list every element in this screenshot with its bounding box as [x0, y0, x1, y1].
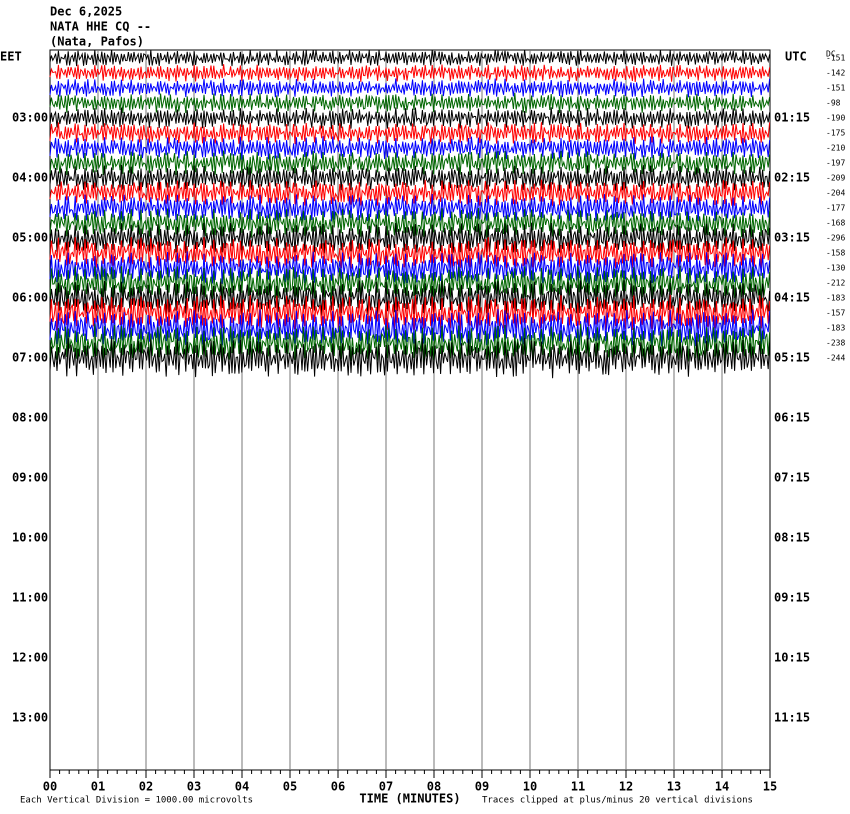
- trace: [49, 294, 771, 332]
- dc-value: -197: [826, 159, 845, 168]
- x-tick-label: 02: [139, 780, 153, 794]
- dc-value: -151: [826, 84, 845, 93]
- dc-value: -212: [826, 279, 845, 288]
- header-line: Dec 6,2025: [50, 5, 122, 19]
- left-time: 03:00: [12, 111, 48, 125]
- x-tick-label: 12: [619, 780, 633, 794]
- dc-value: -168: [826, 219, 845, 228]
- dc-value: -183: [826, 324, 845, 333]
- x-tick-label: 11: [571, 780, 585, 794]
- right-time: 04:15: [774, 291, 810, 305]
- left-time: 12:00: [12, 651, 48, 665]
- header-line: NATA HHE CQ --: [50, 20, 151, 34]
- trace: [49, 64, 771, 82]
- left-time: 09:00: [12, 471, 48, 485]
- x-tick-label: 04: [235, 780, 249, 794]
- dc-value: -157: [826, 309, 845, 318]
- header-line: (Nata, Pafos): [50, 35, 144, 49]
- dc-value: -296: [826, 234, 845, 243]
- left-time: 13:00: [12, 711, 48, 725]
- right-time: 05:15: [774, 351, 810, 365]
- dc-value: -183: [826, 294, 845, 303]
- right-time: 10:15: [774, 651, 810, 665]
- x-tick-label: 13: [667, 780, 681, 794]
- dc-value: -177: [826, 204, 845, 213]
- left-time: 07:00: [12, 351, 48, 365]
- dc-value: -238: [826, 339, 845, 348]
- footer-right: Traces clipped at plus/minus 20 vertical…: [482, 796, 753, 806]
- trace: [49, 150, 771, 176]
- trace: [49, 222, 771, 254]
- right-time: 02:15: [774, 171, 810, 185]
- dc-value: -210: [826, 144, 845, 153]
- plot-frame: [49, 49, 771, 771]
- trace: [49, 265, 771, 301]
- x-tick-label: 15: [763, 780, 777, 794]
- x-tick-label: 07: [379, 780, 393, 794]
- trace: [49, 122, 771, 145]
- x-tick-label: 06: [331, 780, 345, 794]
- right-time: 03:15: [774, 231, 810, 245]
- dc-value: -204: [826, 189, 845, 198]
- x-tick-label: 14: [715, 780, 729, 794]
- x-tick-label: 00: [43, 780, 57, 794]
- dc-value: -175: [826, 129, 845, 138]
- trace: [49, 92, 771, 114]
- dc-label: DC: [826, 50, 836, 59]
- left-time: 06:00: [12, 291, 48, 305]
- right-time: 08:15: [774, 531, 810, 545]
- trace: [49, 136, 771, 160]
- dc-value: -151: [826, 54, 845, 63]
- trace: [49, 107, 771, 129]
- left-time: 05:00: [12, 231, 48, 245]
- dc-value: -130: [826, 264, 845, 273]
- trace: [49, 280, 771, 316]
- x-tick-label: 08: [427, 780, 441, 794]
- trace: [49, 49, 771, 67]
- right-time: 06:15: [774, 411, 810, 425]
- right-time: 01:15: [774, 111, 810, 125]
- x-tick-label: 03: [187, 780, 201, 794]
- left-label: EET: [0, 50, 22, 64]
- trace: [49, 251, 771, 285]
- trace: [49, 164, 771, 191]
- dc-value: -209: [826, 174, 845, 183]
- trace: [49, 179, 771, 206]
- left-time: 10:00: [12, 531, 48, 545]
- dc-value: -142: [826, 69, 845, 78]
- right-time: 09:15: [774, 591, 810, 605]
- trace: [49, 193, 771, 222]
- dc-value: -190: [826, 114, 845, 123]
- right-time: 07:15: [774, 471, 810, 485]
- trace: [49, 237, 771, 269]
- right-label: UTC: [785, 50, 807, 64]
- x-tick-label: 05: [283, 780, 297, 794]
- x-tick-label: 09: [475, 780, 489, 794]
- right-time: 11:15: [774, 711, 810, 725]
- left-time: 08:00: [12, 411, 48, 425]
- dc-value: -244: [826, 354, 845, 363]
- footer-left: Each Vertical Division = 1000.00 microvo…: [20, 796, 253, 806]
- trace: [49, 337, 771, 379]
- traces: [49, 49, 771, 379]
- trace: [49, 323, 771, 363]
- dc-value: -158: [826, 249, 845, 258]
- trace: [49, 309, 771, 347]
- left-time: 04:00: [12, 171, 48, 185]
- trace: [49, 78, 771, 98]
- x-tick-label: 10: [523, 780, 537, 794]
- dc-value: -98: [826, 99, 841, 108]
- trace: [49, 207, 771, 238]
- x-tick-label: 01: [91, 780, 105, 794]
- left-time: 11:00: [12, 591, 48, 605]
- x-title: TIME (MINUTES): [359, 792, 460, 806]
